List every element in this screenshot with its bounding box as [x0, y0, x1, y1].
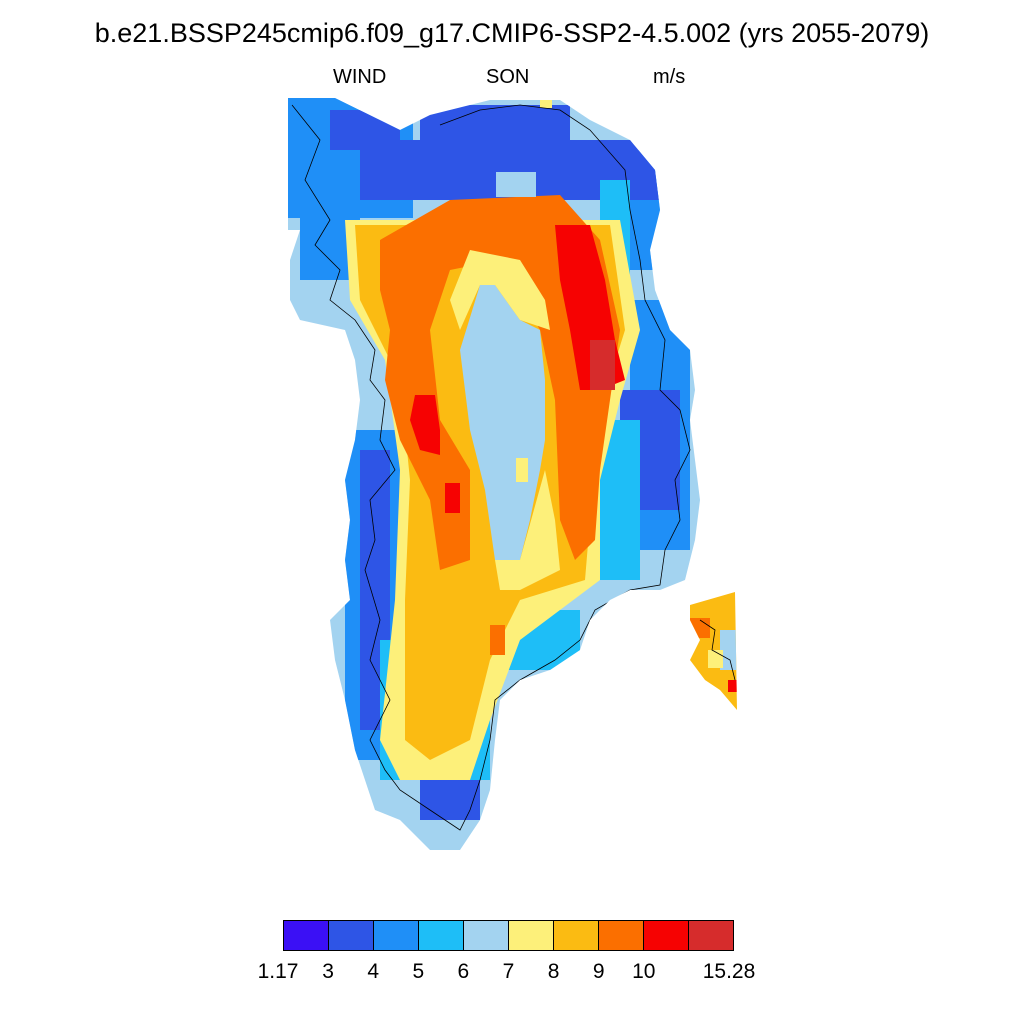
- orange-region: [380, 195, 620, 570]
- colorbar-label: 5: [412, 960, 425, 983]
- colorbar-label: 3: [322, 960, 334, 983]
- max-cell: [590, 340, 615, 390]
- north-tip-cell: [540, 98, 552, 108]
- colorbar-label: 10: [632, 960, 656, 983]
- colorbar-swatch: [598, 920, 644, 951]
- colorbar-label: 4: [367, 960, 380, 983]
- colorbar-label: 6: [457, 960, 470, 983]
- colorbar-swatch: [283, 920, 329, 951]
- colorbar-swatch: [508, 920, 554, 951]
- island-coastline: [699, 619, 736, 681]
- units-label: m/s: [653, 66, 686, 88]
- interior-tongue: [460, 285, 545, 560]
- s-dark: [420, 780, 480, 820]
- greenland-field: [288, 98, 700, 850]
- island-light: [720, 630, 737, 670]
- island-orange: [690, 618, 710, 638]
- red-west-core-1: [410, 395, 440, 455]
- colorbar-label: 7: [502, 960, 515, 983]
- tongue-rim-north: [450, 250, 550, 330]
- red-west-core-2: [445, 483, 460, 513]
- north-light-cell: [496, 172, 536, 197]
- wind-cells: [288, 98, 700, 850]
- iceland-field: [690, 592, 737, 710]
- colorbar-swatch: [463, 920, 509, 951]
- tongue-rim-south: [495, 470, 560, 590]
- orange-spot: [490, 625, 505, 655]
- island-red: [728, 680, 737, 692]
- colorbar-swatch: [643, 920, 689, 951]
- colorbar: [283, 920, 734, 951]
- colorbar-swatch: [688, 920, 734, 951]
- coastline: [291, 104, 691, 831]
- colorbar-swatch: [373, 920, 419, 951]
- variable-label: WIND: [333, 66, 387, 88]
- season-label: SON: [486, 66, 530, 88]
- colorbar-label: 15.28: [702, 960, 756, 983]
- notch-cell: [516, 458, 528, 482]
- colorbar-label: 9: [592, 960, 605, 983]
- colorbar-swatch: [418, 920, 464, 951]
- island-yellow: [708, 650, 723, 668]
- north-dark-top: [420, 105, 570, 145]
- colorbar-label: 1.17: [257, 960, 299, 983]
- colorbar-label: 8: [547, 960, 560, 983]
- plot-title: b.e21.BSSP245cmip6.f09_g17.CMIP6-SSP2-4.…: [94, 18, 930, 48]
- colorbar-swatch: [328, 920, 374, 951]
- colorbar-swatch: [553, 920, 599, 951]
